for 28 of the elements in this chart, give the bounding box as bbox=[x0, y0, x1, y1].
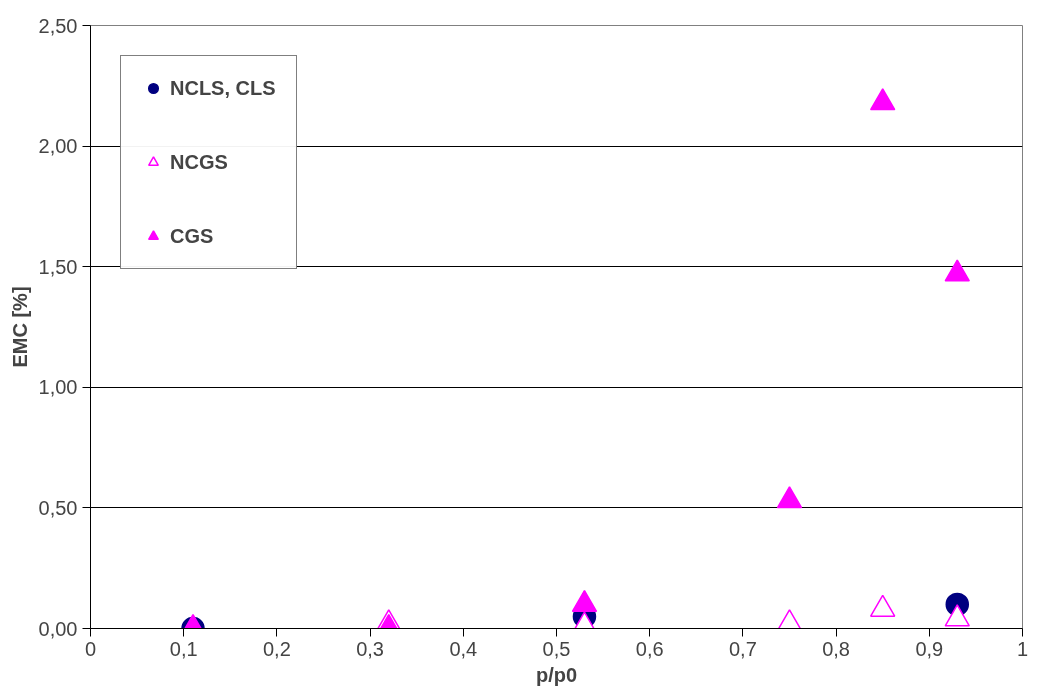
x-tick-label: 0,1 bbox=[169, 637, 198, 660]
x-tick-label: 0,7 bbox=[729, 637, 757, 660]
x-tick-label: 0,3 bbox=[356, 637, 385, 660]
y-axis-title: EMC [%] bbox=[8, 286, 31, 368]
y-tick-label: 0,00 bbox=[38, 617, 78, 640]
y-tick-label: 1,00 bbox=[38, 376, 78, 399]
x-tick-label: 0,2 bbox=[263, 637, 291, 660]
y-tick-label: 2,50 bbox=[38, 14, 78, 37]
legend-label: NCGS bbox=[170, 150, 228, 174]
point bbox=[869, 594, 896, 617]
x-axis-title: p/p0 bbox=[535, 663, 578, 686]
legend-label: CGS bbox=[170, 224, 214, 248]
x-tick-label: 0,5 bbox=[542, 637, 571, 660]
x-tick-label: 1 bbox=[1016, 637, 1029, 660]
y-tick-label: 1,50 bbox=[38, 255, 78, 278]
point bbox=[869, 88, 896, 111]
point bbox=[776, 486, 803, 509]
point bbox=[571, 589, 598, 613]
x-tick-label: 0,4 bbox=[449, 637, 478, 660]
point bbox=[944, 259, 971, 282]
y-tick-label: 0,50 bbox=[38, 496, 78, 519]
point bbox=[944, 604, 971, 627]
x-tick-label: 0,8 bbox=[822, 637, 851, 660]
x-tick-label: 0,6 bbox=[635, 637, 664, 660]
y-tick-label: 2,00 bbox=[38, 135, 78, 158]
x-tick-label: 0 bbox=[84, 637, 97, 660]
legend-label: NCLS, CLS bbox=[170, 76, 276, 100]
x-tick-label: 0,9 bbox=[915, 637, 944, 660]
